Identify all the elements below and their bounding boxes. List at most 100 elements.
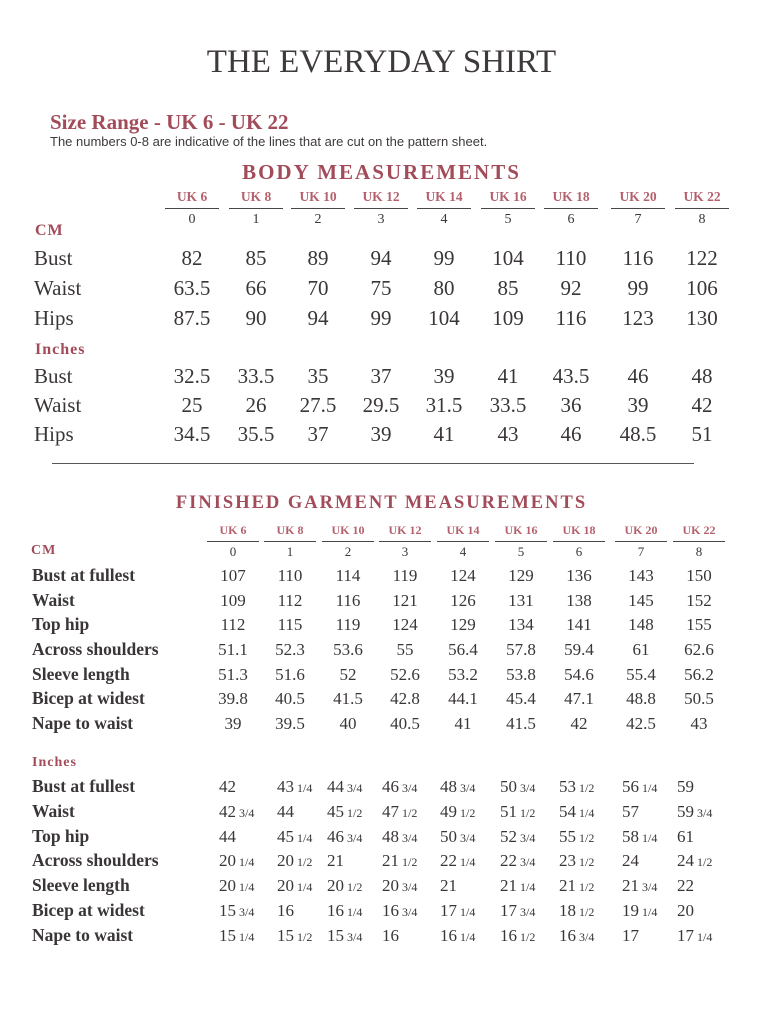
pattern-line-number: 8 (698, 212, 706, 227)
measurement-value: 42 3/4 (219, 802, 255, 821)
measurement-value: 41.5 (333, 689, 363, 708)
page-title: THE EVERYDAY SHIRT (206, 44, 557, 80)
measurement-value: 42 (570, 714, 588, 733)
row-label: Top hip (32, 614, 90, 634)
measurement-value: 48.8 (626, 689, 656, 708)
measurement-value: 58 1/4 (622, 827, 658, 846)
measurement-value: 59 (677, 777, 694, 796)
measurement-value: 56.4 (448, 640, 478, 659)
pattern-line-number: 3 (377, 212, 385, 227)
measurement-value: 119 (335, 615, 361, 634)
row-label: Nape to waist (32, 713, 134, 733)
measurement-value: 115 (277, 615, 303, 634)
measurement-value: 22 3/4 (500, 851, 536, 870)
measurement-value: 87.5 (173, 306, 211, 330)
measurement-value: 121 (392, 591, 418, 610)
measurement-value: 47 1/2 (382, 802, 418, 821)
measurement-value: 152 (686, 591, 712, 610)
measurement-value: 57 (622, 802, 639, 821)
size-header: UK 18 (553, 523, 605, 542)
measurement-value: 46 3/4 (327, 827, 363, 846)
pattern-line-number: 5 (504, 212, 512, 227)
measurement-value: 53.8 (506, 665, 536, 684)
measurement-value: 145 (628, 591, 654, 610)
measurement-value: 59.4 (564, 640, 594, 659)
measurement-value: 109 (220, 591, 246, 610)
measurement-value: 20 1/4 (277, 876, 313, 895)
measurement-value: 56.2 (684, 665, 714, 684)
measurement-value: 49 1/2 (440, 802, 476, 821)
measurement-value: 20 (677, 901, 694, 920)
measurement-value: 155 (686, 615, 712, 634)
measurement-value: 44 3/4 (327, 777, 363, 796)
measurement-value: 90 (245, 306, 267, 330)
measurement-value: 43 (690, 714, 708, 733)
measurement-value: 16 1/4 (327, 901, 363, 920)
measurement-value: 63.5 (173, 276, 211, 300)
size-header: UK 22 (673, 523, 725, 542)
measurement-value: 16 1/2 (500, 926, 536, 945)
measurement-value: 110 (555, 246, 587, 270)
measurement-value: 48 3/4 (440, 777, 476, 796)
measurement-value: 36 (560, 393, 582, 417)
measurement-value: 66 (245, 276, 267, 300)
measurement-value: 43 (497, 422, 519, 446)
measurement-value: 122 (686, 246, 718, 270)
measurement-value: 39 (627, 393, 649, 417)
measurement-value: 50.5 (684, 689, 714, 708)
measurement-value: 53.2 (448, 665, 478, 684)
measurement-value: 57.8 (506, 640, 536, 659)
measurement-value: 15 3/4 (327, 926, 363, 945)
measurement-value: 16 (277, 901, 294, 920)
measurement-value: 45.4 (506, 689, 536, 708)
measurement-value: 33.5 (237, 364, 275, 388)
row-label: Sleeve length (32, 875, 130, 895)
measurement-value: 42 (691, 393, 713, 417)
measurement-value: 116 (622, 246, 654, 270)
pattern-line-number: 1 (252, 212, 260, 227)
measurement-value: 55 (396, 640, 414, 659)
measurement-value: 25 (181, 393, 203, 417)
measurement-value: 55 1/2 (559, 827, 595, 846)
measurement-value: 34.5 (173, 422, 211, 446)
garment-measurements-heading: FINISHED GARMENT MEASUREMENTS (175, 493, 588, 513)
measurement-value: 21 (440, 876, 457, 895)
measurement-value: 20 1/4 (219, 851, 255, 870)
measurement-value: 131 (508, 591, 534, 610)
measurement-value: 53.6 (333, 640, 363, 659)
unit-label-cm: CM (35, 222, 64, 239)
measurement-value: 92 (560, 276, 582, 300)
measurement-value: 33.5 (489, 393, 527, 417)
pattern-line-number: 5 (517, 544, 525, 559)
measurement-value: 37 (307, 422, 329, 446)
measurement-value: 21 1/2 (382, 851, 418, 870)
measurement-value: 40 (339, 714, 357, 733)
measurement-value: 42.5 (626, 714, 656, 733)
measurement-value: 45 1/2 (327, 802, 363, 821)
measurement-value: 16 3/4 (559, 926, 595, 945)
measurement-value: 52.6 (390, 665, 420, 684)
unit-label-cm: CM (31, 543, 57, 558)
row-label: Top hip (32, 826, 90, 846)
row-label: Waist (34, 276, 82, 300)
size-header: UK 12 (379, 523, 431, 542)
measurement-value: 124 (450, 566, 476, 585)
measurement-value: 44 (277, 802, 294, 821)
pattern-line-number: 0 (229, 544, 237, 559)
measurement-value: 59 3/4 (677, 802, 713, 821)
measurement-value: 130 (686, 306, 718, 330)
size-header: UK 16 (495, 523, 547, 542)
measurement-value: 21 1/4 (500, 876, 536, 895)
row-label: Across shoulders (32, 639, 159, 659)
measurement-value: 61 (632, 640, 650, 659)
measurement-value: 48 (691, 364, 713, 388)
size-header: UK 22 (675, 189, 729, 209)
measurement-value: 143 (628, 566, 654, 585)
measurement-value: 40.5 (390, 714, 420, 733)
pattern-line-number: 7 (634, 212, 642, 227)
pattern-lines-note: The numbers 0-8 are indicative of the li… (50, 134, 488, 149)
measurement-value: 46 (627, 364, 649, 388)
measurement-value: 41 (497, 364, 519, 388)
measurement-value: 54 1/4 (559, 802, 595, 821)
measurement-value: 129 (450, 615, 476, 634)
